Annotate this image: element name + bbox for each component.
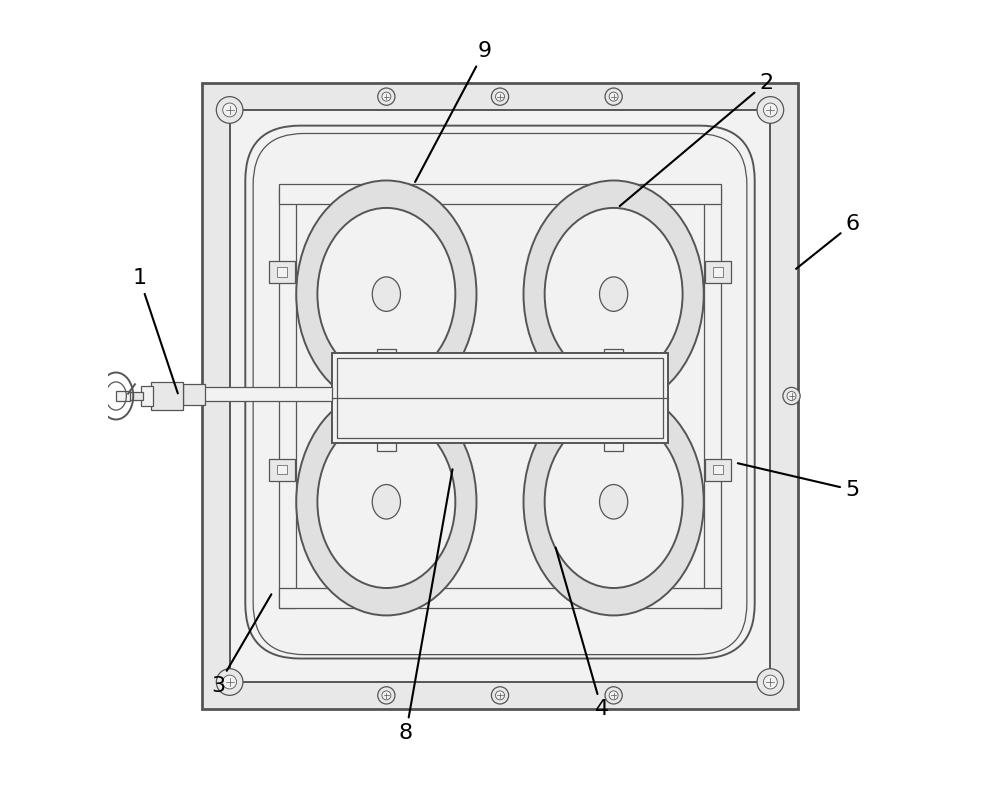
Ellipse shape [524,181,704,408]
Text: 2: 2 [620,73,774,206]
Circle shape [609,691,618,700]
Text: 1: 1 [132,268,178,394]
Bar [377,408,396,451]
Ellipse shape [600,277,628,311]
Circle shape [605,687,622,704]
FancyBboxPatch shape [245,126,755,658]
Text: 8: 8 [399,470,452,743]
Bar [202,386,332,401]
Ellipse shape [317,416,455,588]
Circle shape [382,691,391,700]
Circle shape [216,668,243,695]
Circle shape [378,88,395,105]
Bar [129,392,143,400]
Text: 9: 9 [415,41,491,182]
Ellipse shape [372,485,400,519]
Bar [141,386,153,406]
Bar [604,349,623,392]
Bar [269,261,295,284]
Circle shape [605,88,622,105]
Ellipse shape [296,181,476,408]
Bar [202,82,798,710]
Circle shape [763,675,777,689]
Bar [705,261,731,284]
Ellipse shape [600,485,628,519]
Ellipse shape [524,388,704,615]
Text: 6: 6 [796,214,860,268]
Bar [279,188,296,607]
Circle shape [382,92,391,101]
Bar [269,459,295,481]
Ellipse shape [317,208,455,380]
Bar [704,188,721,607]
Bar [713,268,723,277]
Bar [279,588,721,607]
Circle shape [757,668,784,695]
Bar [183,384,205,406]
Circle shape [609,92,618,101]
Text: 5: 5 [738,463,860,500]
Circle shape [757,97,784,124]
Circle shape [223,103,237,117]
Ellipse shape [296,388,476,615]
Text: 3: 3 [211,594,271,696]
Ellipse shape [545,208,683,380]
Bar [713,465,723,474]
Circle shape [216,97,243,124]
Circle shape [783,387,800,405]
Circle shape [787,391,796,401]
Bar [277,268,287,277]
Bar [230,110,770,682]
Bar [705,459,731,481]
Circle shape [378,687,395,704]
Circle shape [496,691,504,700]
Text: 4: 4 [556,547,609,719]
Circle shape [496,92,504,101]
Circle shape [491,687,509,704]
Bar [604,408,623,451]
Ellipse shape [372,277,400,311]
Circle shape [223,675,237,689]
Bar [337,359,663,437]
Circle shape [491,88,509,105]
Ellipse shape [545,416,683,588]
Circle shape [763,103,777,117]
Bar [279,185,721,204]
Bar [332,353,668,443]
Bar [277,465,287,474]
Bar [151,382,183,410]
Bar [116,390,130,402]
Bar [377,349,396,392]
